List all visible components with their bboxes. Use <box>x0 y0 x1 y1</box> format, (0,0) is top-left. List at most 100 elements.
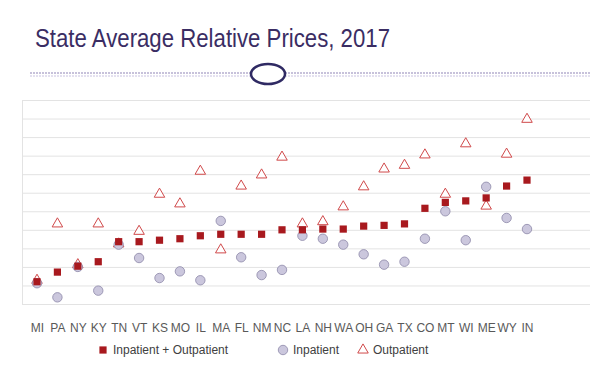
point <box>501 148 512 157</box>
point <box>319 225 326 232</box>
x-tick-label: NY <box>70 321 87 335</box>
point <box>154 188 165 197</box>
y-axis <box>22 101 590 305</box>
separator <box>30 76 590 77</box>
x-tick: MO <box>171 304 190 335</box>
point <box>94 286 103 295</box>
x-tick-label: TX <box>397 321 412 335</box>
grid-line <box>22 100 590 101</box>
point <box>93 218 104 227</box>
point <box>379 163 390 172</box>
point <box>134 253 143 262</box>
x-tick: NY <box>70 304 87 335</box>
x-tick-label: GA <box>376 321 393 335</box>
markers <box>32 113 533 302</box>
point <box>340 225 347 232</box>
series <box>32 182 531 302</box>
x-tick-label: IL <box>196 321 206 335</box>
point <box>215 244 226 253</box>
point <box>440 188 451 197</box>
grid-line <box>22 285 590 286</box>
x-tick-label: MT <box>437 321 455 335</box>
point <box>522 224 531 233</box>
point <box>256 169 267 178</box>
legend-item: Inpatient <box>278 343 339 357</box>
point <box>196 276 205 285</box>
point <box>318 234 327 243</box>
legend-item: Inpatient + Outpatient <box>99 343 228 357</box>
point <box>400 257 409 266</box>
point <box>134 225 145 234</box>
x-tick: WI <box>459 304 474 335</box>
grid-line <box>22 193 590 194</box>
point <box>523 177 530 184</box>
point <box>481 182 490 191</box>
x-tick-label: OH <box>355 321 373 335</box>
x-tick: NM <box>253 304 272 335</box>
x-tick-label: WY <box>497 321 516 335</box>
grid-line <box>22 174 590 175</box>
y-tick <box>22 119 590 120</box>
y-tick <box>22 193 590 194</box>
x-tick-label: ME <box>478 321 496 335</box>
point <box>52 218 63 227</box>
x-tick-label: IN <box>522 321 534 335</box>
point <box>379 260 388 269</box>
point <box>195 165 206 174</box>
x-tick: LA <box>296 304 311 335</box>
y-axis-line <box>23 101 591 305</box>
point <box>503 182 510 189</box>
x-tick: CO <box>416 304 434 335</box>
point <box>420 234 429 243</box>
x-tick-label: MO <box>171 321 190 335</box>
y-tick <box>22 267 590 268</box>
grid-line <box>22 304 590 305</box>
point <box>155 273 164 282</box>
grid-line <box>22 119 590 120</box>
grid-line <box>22 248 590 249</box>
point <box>197 232 204 239</box>
x-tick: WA <box>334 304 353 335</box>
legend-label: Inpatient <box>293 343 340 357</box>
point <box>73 262 82 271</box>
x-tick: OH <box>355 304 373 335</box>
point <box>522 113 533 122</box>
legend-label: Outpatient <box>373 343 429 357</box>
grid-line <box>22 267 590 268</box>
point <box>399 159 410 168</box>
point <box>401 220 408 227</box>
legend-marker <box>278 345 287 354</box>
x-tick: VT <box>132 304 148 335</box>
separator-ornament <box>251 64 285 84</box>
y-tick <box>22 285 590 286</box>
x-tick-label: TN <box>111 321 127 335</box>
separator <box>30 73 590 74</box>
point <box>74 263 81 270</box>
point <box>257 270 266 279</box>
series <box>32 113 533 283</box>
legend-item: Outpatient <box>358 343 429 357</box>
series <box>33 177 530 286</box>
point <box>53 293 62 302</box>
point <box>32 279 41 288</box>
x-tick-label: WI <box>459 321 474 335</box>
point <box>156 237 163 244</box>
x-tick-label: PA <box>50 321 65 335</box>
grid-line <box>22 211 590 212</box>
x-tick-label: WA <box>334 321 353 335</box>
x-tick: MA <box>212 304 230 335</box>
point <box>421 205 428 212</box>
y-tick <box>22 100 590 101</box>
x-tick-label: NC <box>274 321 292 335</box>
x-tick-label: MA <box>212 321 230 335</box>
point <box>216 216 225 225</box>
y-tick <box>22 137 590 138</box>
point <box>176 235 183 242</box>
y-tick <box>22 211 590 212</box>
point <box>462 197 469 204</box>
x-tick: MI <box>31 304 44 335</box>
point <box>238 231 245 238</box>
point <box>359 250 368 259</box>
x-tick-label: CO <box>416 321 434 335</box>
x-tick: MT <box>437 304 455 335</box>
